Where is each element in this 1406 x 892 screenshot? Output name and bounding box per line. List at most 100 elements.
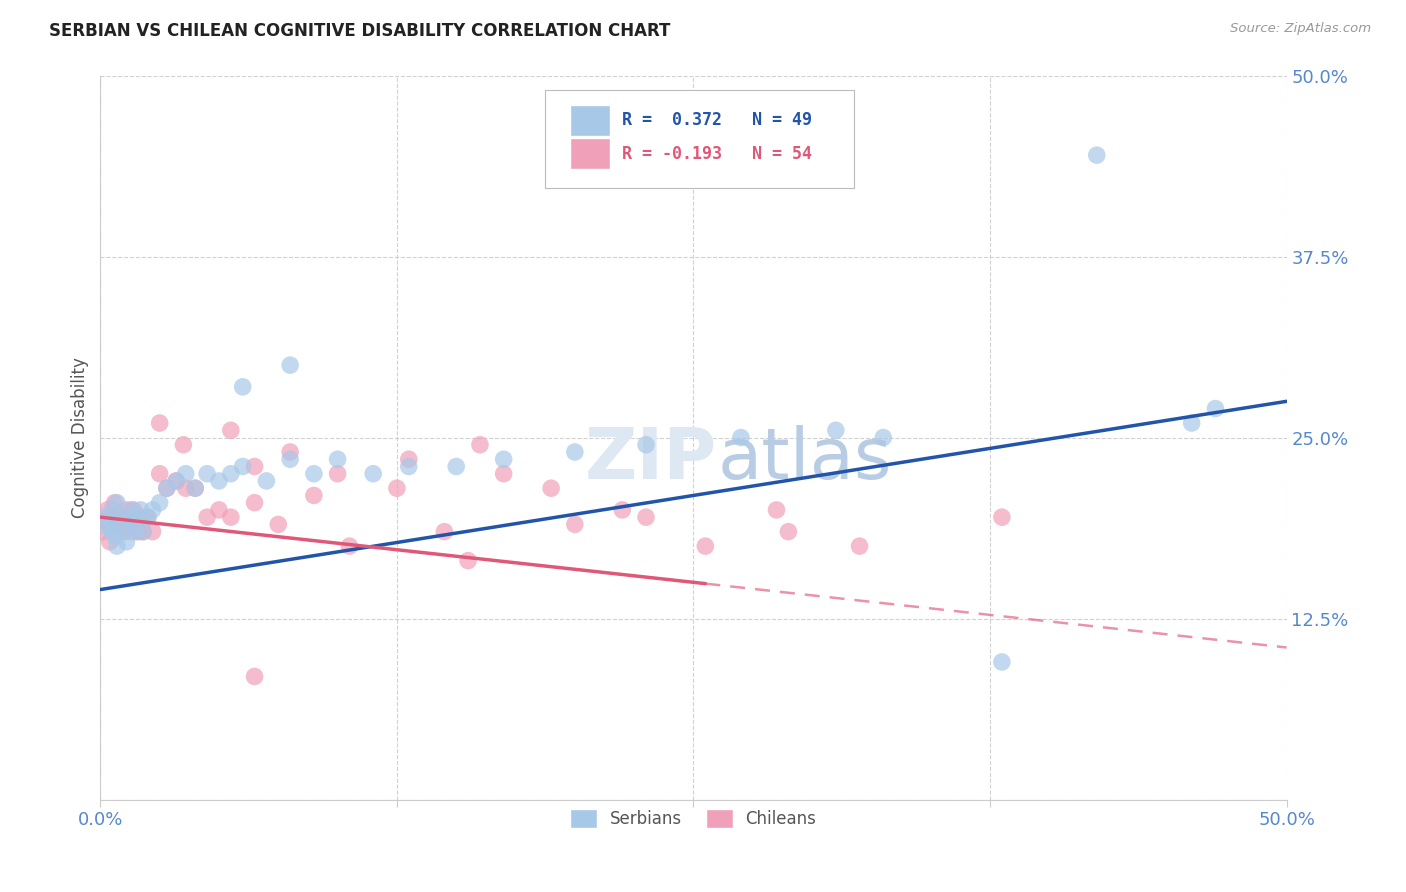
Point bbox=[118, 510, 141, 524]
Point bbox=[457, 553, 479, 567]
Point bbox=[1181, 416, 1204, 430]
Point bbox=[564, 445, 586, 459]
Point bbox=[254, 474, 277, 488]
Point bbox=[125, 524, 148, 539]
Point bbox=[112, 524, 135, 539]
Point bbox=[208, 474, 231, 488]
Point bbox=[267, 517, 290, 532]
Point bbox=[98, 515, 121, 529]
Text: atlas: atlas bbox=[717, 425, 891, 494]
Point bbox=[195, 467, 218, 481]
Point bbox=[165, 474, 187, 488]
Point bbox=[174, 481, 197, 495]
Point bbox=[91, 524, 114, 539]
Point bbox=[120, 503, 142, 517]
Point bbox=[174, 467, 197, 481]
Text: Source: ZipAtlas.com: Source: ZipAtlas.com bbox=[1230, 22, 1371, 36]
Point bbox=[219, 510, 242, 524]
Point bbox=[634, 438, 657, 452]
Text: R = -0.193   N = 54: R = -0.193 N = 54 bbox=[623, 145, 813, 162]
Point bbox=[132, 524, 155, 539]
Bar bbox=[571, 139, 609, 169]
Point bbox=[120, 524, 142, 539]
Point bbox=[112, 524, 135, 539]
Point bbox=[184, 481, 207, 495]
Point bbox=[1085, 148, 1108, 162]
Point bbox=[122, 517, 145, 532]
Point bbox=[165, 474, 187, 488]
Point bbox=[564, 517, 586, 532]
Point bbox=[361, 467, 384, 481]
Point bbox=[991, 510, 1014, 524]
Point bbox=[136, 510, 159, 524]
Point bbox=[540, 481, 562, 495]
Point bbox=[243, 669, 266, 683]
Point bbox=[127, 524, 149, 539]
Point bbox=[111, 517, 134, 532]
Point bbox=[398, 459, 420, 474]
Point bbox=[172, 438, 194, 452]
Point bbox=[219, 467, 242, 481]
Bar bbox=[571, 106, 609, 135]
Point bbox=[232, 459, 254, 474]
Point bbox=[243, 459, 266, 474]
Point bbox=[243, 496, 266, 510]
Point bbox=[208, 503, 231, 517]
Point bbox=[326, 452, 349, 467]
Text: R =  0.372   N = 49: R = 0.372 N = 49 bbox=[623, 112, 813, 129]
Point bbox=[433, 524, 456, 539]
Point bbox=[94, 510, 117, 524]
Point bbox=[184, 481, 207, 495]
Point bbox=[141, 524, 163, 539]
Point bbox=[127, 510, 149, 524]
Point bbox=[326, 467, 349, 481]
Point bbox=[132, 524, 155, 539]
Point bbox=[219, 423, 242, 437]
Point bbox=[339, 539, 361, 553]
Point bbox=[101, 524, 124, 539]
Point bbox=[103, 496, 125, 510]
Point bbox=[156, 481, 179, 495]
Point bbox=[149, 496, 172, 510]
Point bbox=[492, 452, 515, 467]
Point bbox=[848, 539, 870, 553]
Point bbox=[129, 510, 152, 524]
Point bbox=[141, 503, 163, 517]
Point bbox=[96, 520, 118, 534]
Y-axis label: Cognitive Disability: Cognitive Disability bbox=[72, 357, 89, 518]
Point bbox=[136, 510, 159, 524]
Point bbox=[634, 510, 657, 524]
Point bbox=[101, 510, 124, 524]
Point bbox=[98, 534, 121, 549]
Point bbox=[122, 503, 145, 517]
Point bbox=[105, 520, 128, 534]
Point bbox=[232, 380, 254, 394]
Text: SERBIAN VS CHILEAN COGNITIVE DISABILITY CORRELATION CHART: SERBIAN VS CHILEAN COGNITIVE DISABILITY … bbox=[49, 22, 671, 40]
Point bbox=[492, 467, 515, 481]
Point bbox=[111, 510, 134, 524]
FancyBboxPatch shape bbox=[546, 90, 853, 187]
Point bbox=[778, 524, 800, 539]
Point bbox=[108, 517, 131, 532]
Point bbox=[1204, 401, 1226, 416]
Point bbox=[118, 510, 141, 524]
Point bbox=[101, 503, 124, 517]
Point bbox=[468, 438, 491, 452]
Point bbox=[195, 510, 218, 524]
Point bbox=[398, 452, 420, 467]
Point bbox=[278, 445, 301, 459]
Point bbox=[824, 423, 846, 437]
Point bbox=[302, 467, 325, 481]
Point bbox=[991, 655, 1014, 669]
Point bbox=[278, 358, 301, 372]
Point bbox=[730, 430, 752, 444]
Point bbox=[96, 503, 118, 517]
Point bbox=[156, 481, 179, 495]
Point bbox=[115, 534, 138, 549]
Point bbox=[108, 510, 131, 524]
Point bbox=[302, 488, 325, 502]
Point bbox=[103, 529, 125, 543]
Point bbox=[94, 515, 117, 529]
Text: ZIP: ZIP bbox=[585, 425, 717, 494]
Point bbox=[149, 467, 172, 481]
